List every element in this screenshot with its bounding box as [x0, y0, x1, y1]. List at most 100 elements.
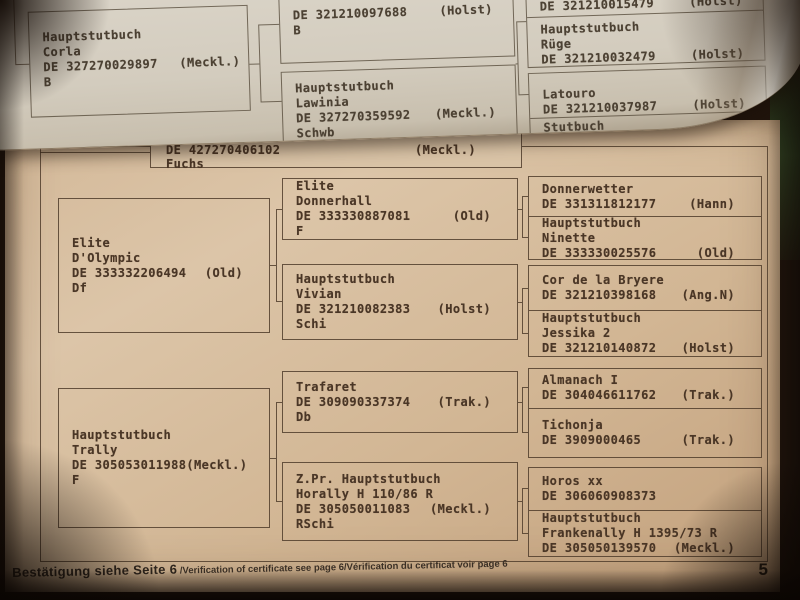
page-number: 5 [758, 560, 768, 579]
horse-id: DE 321210140872 [542, 341, 657, 355]
id-row: DE 309090337374 (Trak.) [296, 395, 491, 410]
id-row: DE 321210398168 (Ang.N) [542, 288, 735, 303]
horse-name: Ninette [542, 230, 596, 245]
connector-bracket [276, 209, 282, 302]
pedigree-box-ninette: Hauptstutbuch Ninette DE 333330025576 (O… [529, 215, 761, 261]
id-row: DE 3909000465 (Trak.) [542, 433, 735, 448]
region-label: (Trak.) [437, 394, 491, 409]
studbook-label: Hauptstutbuch [542, 215, 642, 230]
horse-name: Horally H 110/86 R [296, 486, 434, 501]
horse-name: Trally [72, 443, 118, 457]
pedigree-box-jessika: Hauptstutbuch Jessika 2 DE 321210140872 … [529, 310, 761, 356]
id-row: DE 333330025576 (Old) [542, 246, 735, 261]
horse-id: DE 333330025576 [542, 245, 657, 260]
horse-name: D'Olympic [72, 250, 141, 265]
connector-line [270, 265, 276, 266]
pedigree-group-bryere-jessika: Cor de la Bryere DE 321210398168 (Ang.N)… [528, 265, 762, 357]
id-row: DE 331311812177 (Hann) [542, 197, 735, 212]
id-row: DE 427270406102 (Meckl.) [166, 143, 476, 157]
horse-id: DE 321210082383 [296, 302, 411, 316]
connector-bracket [522, 488, 528, 534]
pedigree-box-trally: Hauptstutbuch Trally DE 305053011988 (Me… [58, 388, 270, 528]
horse-name: Donnerhall [296, 194, 373, 208]
region-label: (Ang.N) [681, 288, 735, 302]
region-label: (Trak.) [681, 432, 735, 447]
horse-id: DE 3909000465 [542, 432, 642, 447]
pedigree-box-tichonja: Tichonja DE 3909000465 (Trak.) [529, 407, 761, 457]
studbook-label: Hauptstutbuch [542, 311, 642, 325]
pedigree-box-sire-partial: DE 321210097688 (Holst) B [277, 0, 516, 64]
brand-label: Schi [296, 317, 327, 331]
studbook-label: Elite [296, 179, 335, 193]
pedigree-box-donnerwetter: Donnerwetter DE 331311812177 (Hann) [529, 177, 761, 216]
region-label: (Meckl.) [430, 501, 491, 516]
pedigree-group-almanach-tichonja: Almanach I DE 304046611762 (Trak.) Ticho… [528, 368, 762, 458]
region-label: (Meckl.) [186, 458, 248, 472]
id-row: DE 305050011083 (Meckl.) [296, 502, 491, 517]
connector-bracket [522, 196, 528, 238]
horse-id: DE 333330887081 [296, 209, 411, 223]
studbook-label: Hauptstutbuch [72, 428, 172, 442]
region-label: (Old) [204, 265, 243, 280]
id-row: DE 333330887081 (Old) [296, 209, 491, 224]
horse-name: Jessika 2 [542, 326, 611, 340]
studbook-label: Z.Pr. Hauptstutbuch [296, 471, 441, 486]
horse-id: DE 321210032479 [541, 49, 656, 67]
brand-label: RSchi [296, 516, 335, 531]
horse-id: DE 321210398168 [542, 288, 657, 302]
connector-line [518, 302, 522, 303]
pedigree-box-donnerhall: Elite Donnerhall DE 333330887081 (Old) F [282, 178, 518, 240]
horse-name: Almanach I [542, 373, 619, 388]
horse-id: DE 309090337374 [296, 394, 411, 409]
page-curl-highlight [652, 0, 800, 130]
horse-name: Cor de la Bryere [542, 273, 664, 287]
region-label: (Hann) [689, 196, 735, 211]
connector-bracket [522, 288, 528, 334]
pedigree-box-horally: Z.Pr. Hauptstutbuch Horally H 110/86 R D… [282, 462, 518, 541]
region-label: (Holst) [437, 302, 491, 316]
previous-page-curled: Hauptstutbuch Corla DE 327270029897 (Mec… [0, 0, 800, 152]
studbook-label: Elite [72, 235, 111, 250]
horse-id: DE 427270406102 [166, 143, 281, 157]
connector-bracket [522, 387, 528, 433]
region-label: (Meckl.) [415, 143, 476, 157]
pedigree-box-trafaret: Trafaret DE 309090337374 (Trak.) Db [282, 371, 518, 433]
pedigree-box-lawinia: Hauptstutbuch Lawinia DE 327270359592 (M… [280, 64, 518, 144]
id-row: DE 321210140872 (Holst) [542, 341, 735, 356]
horse-name: Trafaret [296, 379, 357, 394]
connector-line [270, 458, 276, 459]
horse-id: DE 306060908373 [542, 489, 657, 503]
region-label: (Old) [452, 209, 491, 223]
studbook-label: Hauptstutbuch [542, 511, 642, 525]
horse-id: DE 333332206494 [72, 265, 187, 280]
pedigree-group-donnerwetter-ninette: Donnerwetter DE 331311812177 (Hann) Haup… [528, 176, 762, 260]
id-row: DE 305053011988 (Meckl.) [72, 458, 247, 473]
connector-line [518, 402, 522, 403]
horse-name: Tichonja [542, 417, 603, 432]
pedigree-box-corla: Hauptstutbuch Corla DE 327270029897 (Mec… [27, 4, 251, 118]
region-label: (Trak.) [681, 388, 735, 403]
pedigree-box-horos: Horos xx DE 306060908373 [529, 468, 761, 510]
region-label: (Holst) [681, 341, 735, 355]
horse-name: Frankenally H 1395/73 R [542, 526, 718, 540]
region-label: (Holst) [439, 2, 494, 18]
brand-label: Df [72, 280, 88, 295]
brand-label: F [72, 473, 80, 487]
connector-line [249, 63, 260, 65]
brand-label: Fuchs [166, 157, 205, 171]
connector-bracket [276, 402, 282, 502]
pedigree-box-cor-de-la-bryere: Cor de la Bryere DE 321210398168 (Ang.N) [529, 266, 761, 310]
pedigree-box-frankenally: Hauptstutbuch Frankenally H 1395/73 R DE… [529, 510, 761, 556]
horse-name: Donnerwetter [542, 181, 634, 196]
region-label: (Old) [696, 245, 735, 260]
connector-bracket [12, 0, 30, 66]
horse-id: DE 321210015479 [539, 0, 655, 14]
horse-name: Vivian [296, 287, 342, 301]
brand-label: Db [296, 409, 312, 424]
brand-label: F [296, 224, 304, 238]
pedigree-box-dolympic: Elite D'Olympic DE 333332206494 (Old) Df [58, 198, 270, 333]
pedigree-box-almanach: Almanach I DE 304046611762 (Trak.) [529, 369, 761, 408]
id-row: DE 304046611762 (Trak.) [542, 388, 735, 403]
footer-german: Bestätigung siehe Seite 6 [12, 561, 178, 580]
